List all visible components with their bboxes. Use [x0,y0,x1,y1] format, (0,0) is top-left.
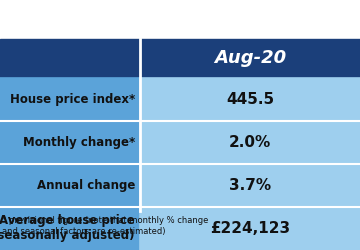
Bar [0,164,140,207]
Bar [0,207,140,250]
Text: £224,123: £224,123 [210,221,290,236]
Text: 445.5: 445.5 [226,92,274,106]
Bar [0,78,140,121]
Bar [0,39,140,78]
Bar [140,164,360,207]
Text: Average house price
(seasonally adjusted): Average house price (seasonally adjusted… [0,214,135,242]
Bar [140,207,360,250]
Bar [140,39,360,78]
Text: Aug-20: Aug-20 [214,49,286,67]
Text: Annual change: Annual change [37,179,135,192]
Text: 2.0%: 2.0% [229,135,271,150]
Text: 3.7%: 3.7% [229,178,271,193]
Bar [140,121,360,164]
Bar [0,121,140,164]
Text: * provisional figure (note that monthly % change
and seasonal factors are re-est: * provisional figure (note that monthly … [2,216,208,236]
Text: House price index*: House price index* [10,92,135,106]
Bar [140,78,360,121]
Text: Monthly change*: Monthly change* [23,136,135,149]
